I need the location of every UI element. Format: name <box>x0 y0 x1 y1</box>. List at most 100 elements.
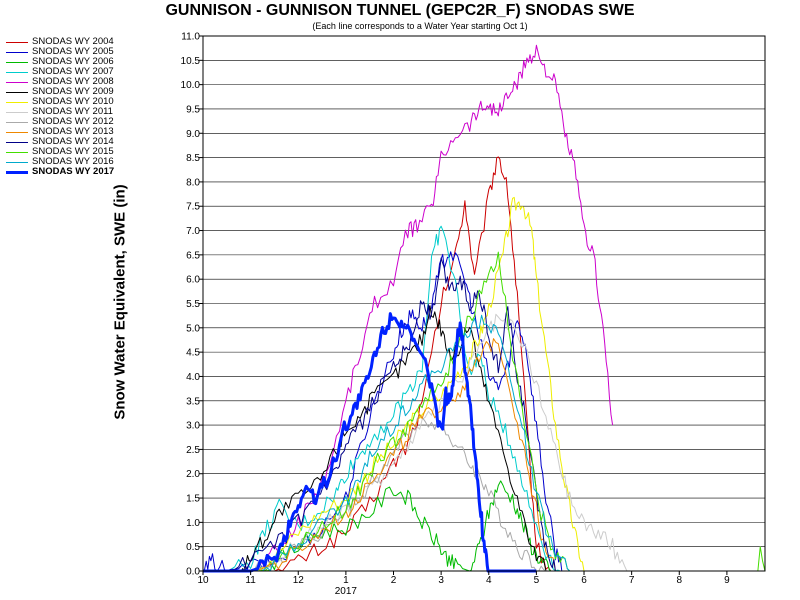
legend-item: SNODAS WY 2012 <box>6 117 114 127</box>
series-line-snodas-wy-2004 <box>203 156 552 572</box>
y-tick-label: 8.5 <box>186 153 200 164</box>
y-tick-label: 10.0 <box>181 80 201 91</box>
legend-label: SNODAS WY 2010 <box>32 96 114 107</box>
series-line-snodas-wy-2016 <box>203 314 571 572</box>
y-tick-label: 0.0 <box>186 567 200 578</box>
series-line-snodas-wy-2006 <box>203 480 552 572</box>
y-tick-label: 10.5 <box>181 56 201 67</box>
y-tick-label: 0.5 <box>186 542 200 553</box>
legend-item: SNODAS WY 2013 <box>6 127 114 137</box>
legend-swatch <box>6 161 28 163</box>
legend-swatch <box>6 81 28 83</box>
series-line-snodas-wy-2008 <box>203 44 614 572</box>
x-tick-label: 12 <box>293 575 305 586</box>
series-line-snodas-wy-2010 <box>203 196 585 572</box>
legend-item: SNODAS WY 2016 <box>6 157 114 167</box>
x-year-label: 2017 <box>335 586 358 597</box>
y-tick-label: 5.0 <box>186 323 200 334</box>
y-tick-label: 9.0 <box>186 129 200 140</box>
y-tick-label: 4.5 <box>186 348 200 359</box>
legend-label: SNODAS WY 2014 <box>32 136 114 147</box>
x-tick-label: 1 <box>343 575 349 586</box>
legend-swatch <box>6 101 28 103</box>
series-line-snodas-wy-2009 <box>203 305 547 572</box>
legend-swatch <box>6 131 28 133</box>
y-tick-label: 2.5 <box>186 445 200 456</box>
legend-label: SNODAS WY 2016 <box>32 156 114 167</box>
series-line-snodas-wy-2014 <box>203 257 556 572</box>
y-tick-label: 9.5 <box>186 104 200 115</box>
legend-swatch <box>6 111 28 113</box>
legend-item: SNODAS WY 2010 <box>6 97 114 107</box>
x-tick-label: 8 <box>676 575 682 586</box>
legend-label: SNODAS WY 2006 <box>32 56 114 67</box>
legend-label: SNODAS WY 2009 <box>32 86 114 97</box>
y-tick-label: 4.0 <box>186 372 200 383</box>
legend-item: SNODAS WY 2008 <box>6 77 114 87</box>
series-line-snodas-wy-2015 <box>203 251 571 572</box>
x-tick-label: 10 <box>197 575 209 586</box>
y-tick-label: 6.0 <box>186 275 200 286</box>
legend-swatch <box>6 91 28 93</box>
x-tick-label: 9 <box>724 575 730 586</box>
legend-label: SNODAS WY 2013 <box>32 126 114 137</box>
legend-label: SNODAS WY 2011 <box>32 106 113 117</box>
y-tick-label: 8.0 <box>186 177 200 188</box>
chart-title: GUNNISON - GUNNISON TUNNEL (GEPC2R_F) SN… <box>165 2 635 19</box>
y-tick-label: 6.5 <box>186 250 200 261</box>
y-tick-label: 11.0 <box>181 32 200 43</box>
legend-label: SNODAS WY 2008 <box>32 76 114 87</box>
legend-item: SNODAS WY 2017 <box>6 167 114 177</box>
series-line-snodas-wy-2013 <box>203 338 556 572</box>
y-tick-label: 1.5 <box>186 494 200 505</box>
x-tick-label: 4 <box>486 575 492 586</box>
series-line-snodas-wy-2007 <box>203 225 561 572</box>
grid-lines <box>203 35 765 572</box>
y-tick-label: 7.5 <box>186 202 200 213</box>
y-tick-label: 7.0 <box>186 226 200 237</box>
legend-item: SNODAS WY 2005 <box>6 47 114 57</box>
legend-swatch <box>6 41 28 43</box>
series-line-snodas-wy-2012 <box>203 414 547 572</box>
x-tick-label: 11 <box>245 575 256 586</box>
series-lines <box>202 44 766 573</box>
x-tick-label: 3 <box>438 575 444 586</box>
y-tick-label: 3.5 <box>186 396 200 407</box>
legend-label: SNODAS WY 2017 <box>32 166 115 177</box>
legend-swatch <box>6 71 28 73</box>
legend-swatch <box>6 51 28 53</box>
series-line-snodas-wy-2005 <box>202 251 565 572</box>
y-tick-label: 1.0 <box>186 518 200 529</box>
chart-subtitle: (Each line corresponds to a Water Year s… <box>312 21 528 31</box>
legend-swatch <box>6 121 28 123</box>
legend-swatch <box>6 151 28 153</box>
series-line-snodas-wy-2017 <box>203 312 537 573</box>
legend-item: SNODAS WY 2007 <box>6 67 114 77</box>
legend-item: SNODAS WY 2004 <box>6 37 114 47</box>
series-line-late-blip <box>757 546 766 572</box>
y-tick-label: 2.0 <box>186 469 200 480</box>
legend-label: SNODAS WY 2007 <box>32 66 114 77</box>
series-line-snodas-wy-2011 <box>203 313 628 572</box>
legend-label: SNODAS WY 2012 <box>32 116 114 127</box>
legend-swatch <box>6 141 28 143</box>
legend-swatch <box>6 170 28 174</box>
x-tick-label: 5 <box>534 575 540 586</box>
x-tick-label: 2 <box>391 575 397 586</box>
x-tick-label: 6 <box>581 575 587 586</box>
legend-item: SNODAS WY 2009 <box>6 87 114 97</box>
legend: SNODAS WY 2004 SNODAS WY 2005 SNODAS WY 20… <box>6 37 114 177</box>
legend-label: SNODAS WY 2005 <box>32 46 114 57</box>
y-tick-label: 5.5 <box>186 299 200 310</box>
legend-item: SNODAS WY 2011 <box>6 107 114 117</box>
legend-item: SNODAS WY 2015 <box>6 147 114 157</box>
legend-item: SNODAS WY 2014 <box>6 137 114 147</box>
x-tick-label: 7 <box>629 575 635 586</box>
legend-item: SNODAS WY 2006 <box>6 57 114 67</box>
legend-swatch <box>6 61 28 63</box>
y-tick-label: 3.0 <box>186 421 200 432</box>
y-axis: 0.0 0.5 1.0 1.5 2.0 2.5 3.0 3.5 4.0 4.5 5.0 5.5 6.0 6… <box>181 32 203 578</box>
legend-label: SNODAS WY 2015 <box>32 146 114 157</box>
